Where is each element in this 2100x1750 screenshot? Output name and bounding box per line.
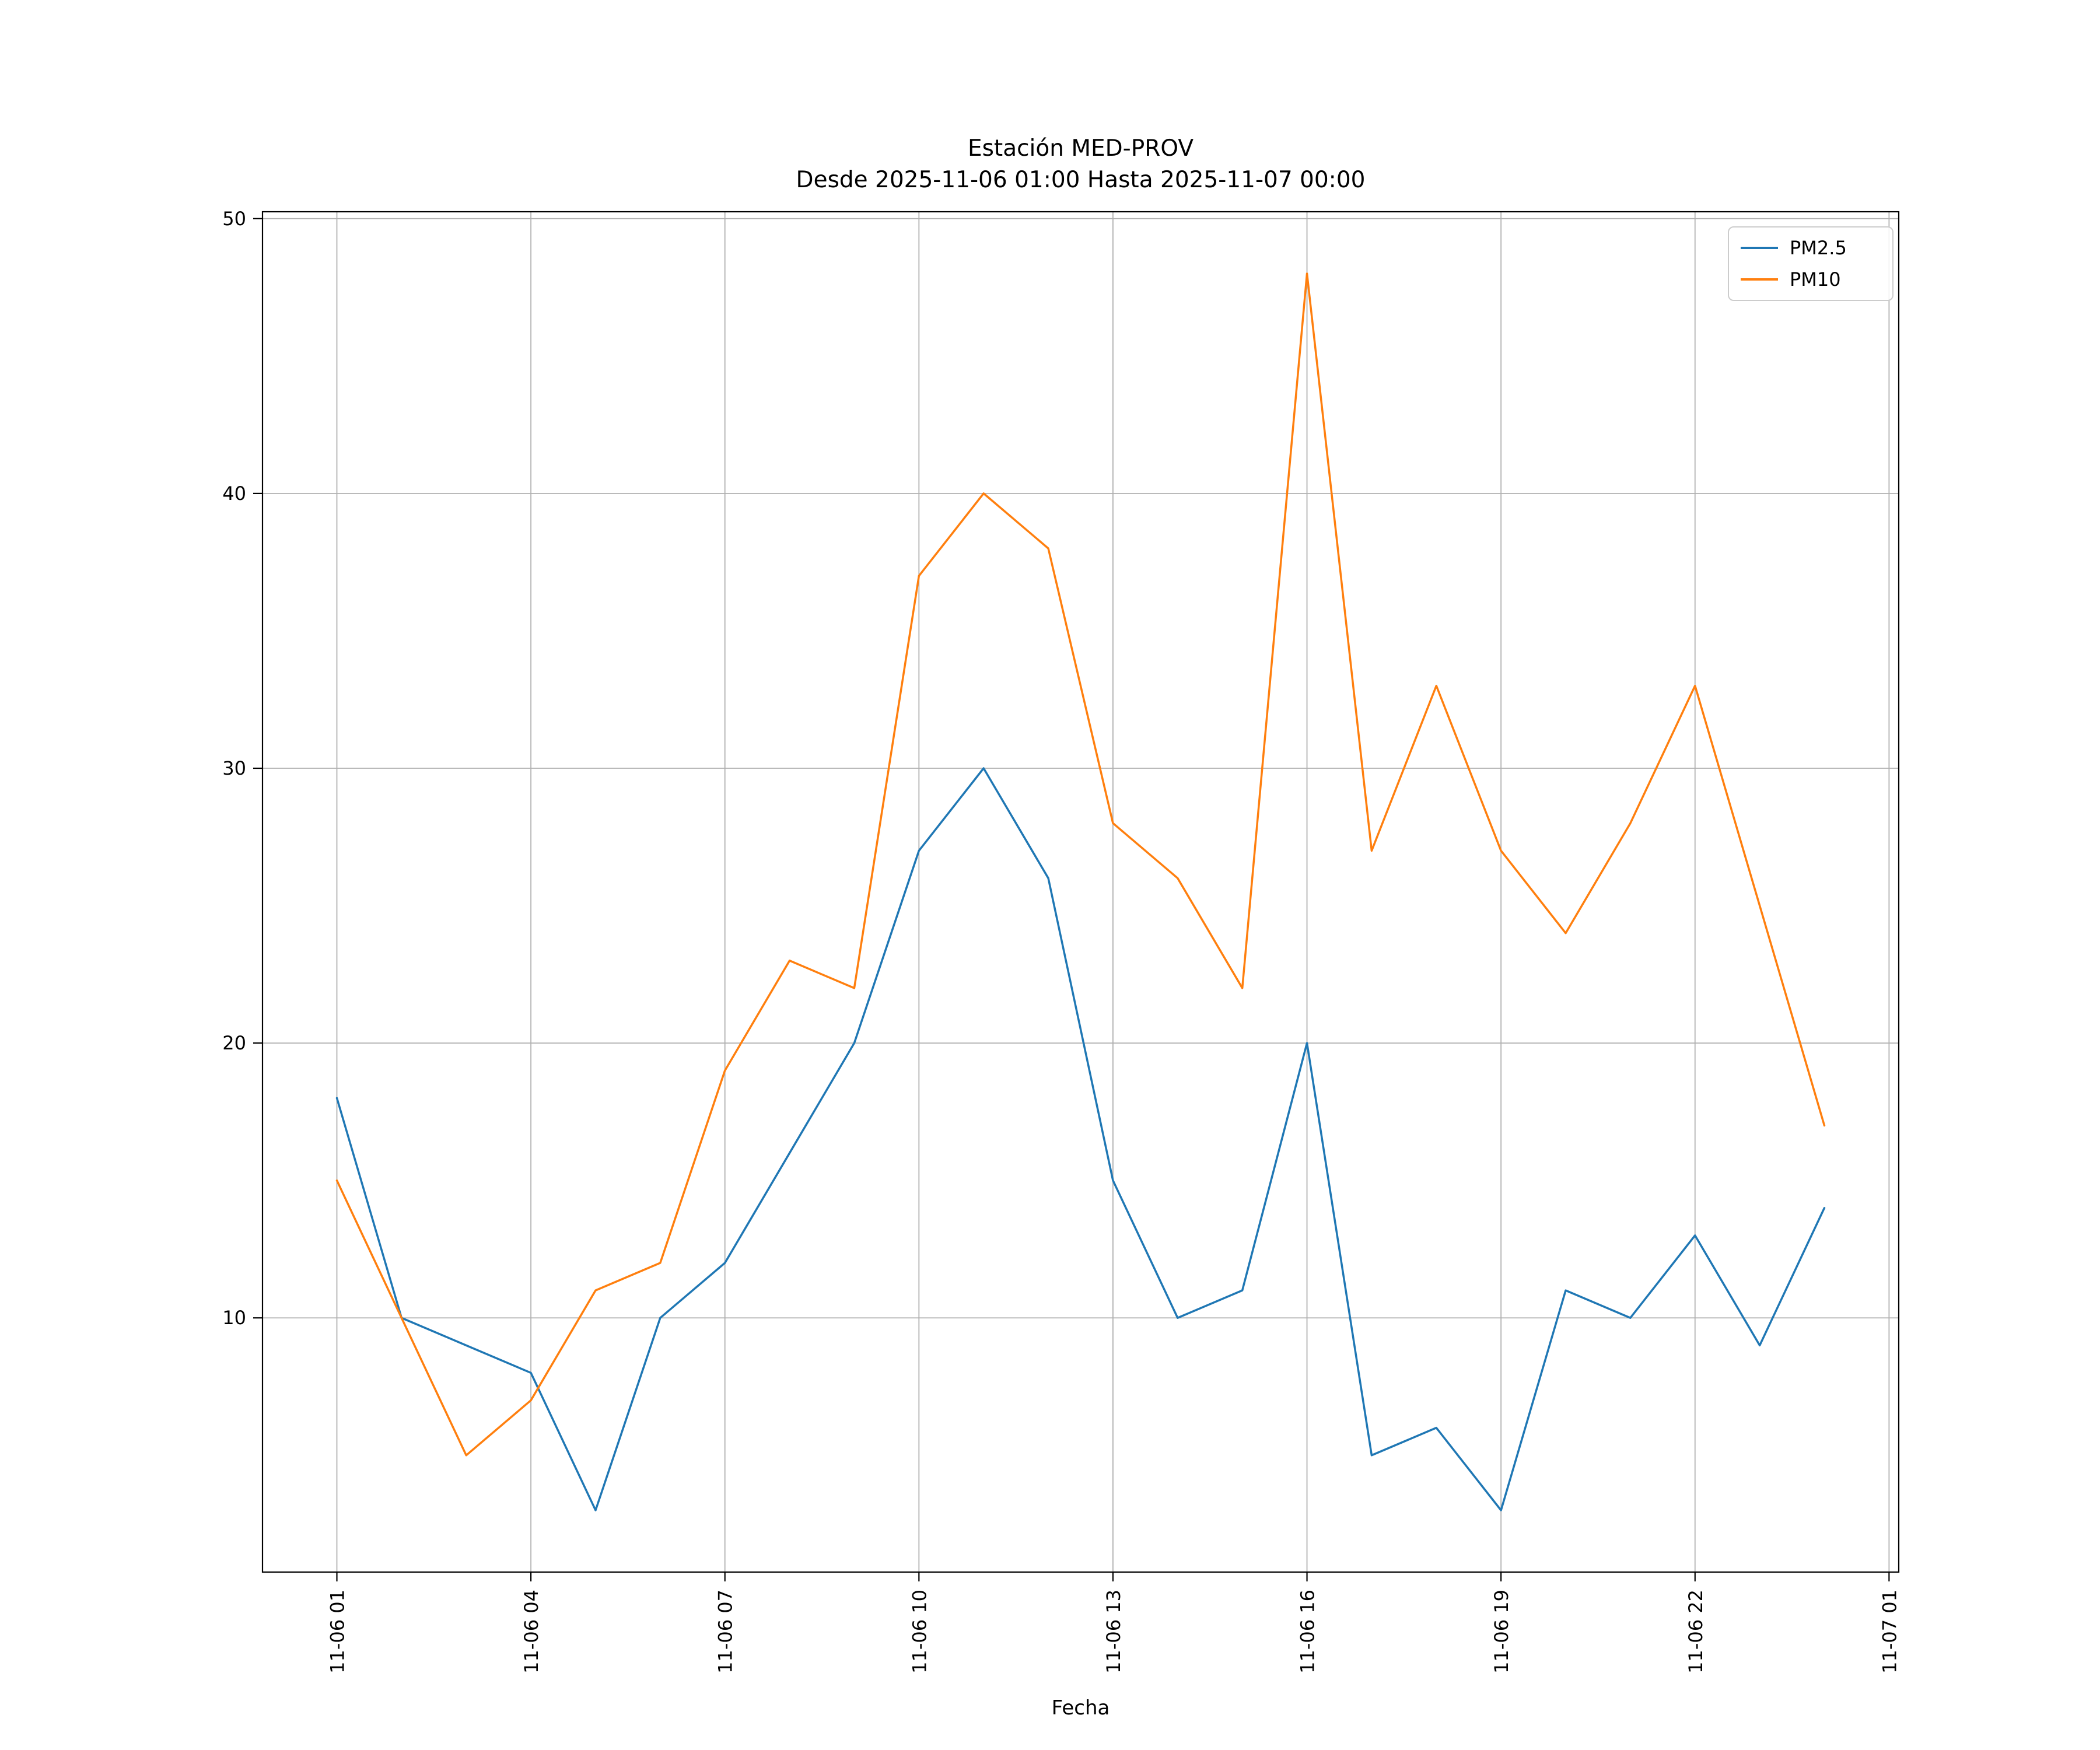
svg-text:11-06 19: 11-06 19: [1490, 1590, 1513, 1674]
svg-text:11-06 22: 11-06 22: [1685, 1590, 1707, 1674]
svg-text:11-06 07: 11-06 07: [715, 1590, 737, 1674]
legend: PM2.5 PM10: [1728, 226, 1894, 301]
svg-text:20: 20: [222, 1032, 246, 1054]
svg-text:11-06 10: 11-06 10: [908, 1590, 930, 1674]
pm10-line-swatch: [1741, 278, 1778, 281]
svg-text:50: 50: [222, 208, 246, 230]
svg-text:11-06 04: 11-06 04: [520, 1590, 542, 1674]
svg-text:11-06 01: 11-06 01: [327, 1590, 349, 1674]
svg-text:10: 10: [222, 1307, 246, 1329]
legend-item-pm25: PM2.5: [1741, 236, 1881, 260]
x-axis-label: Fecha: [1051, 1696, 1110, 1720]
svg-text:40: 40: [222, 482, 246, 505]
legend-label-pm10: PM10: [1790, 268, 1841, 290]
svg-text:30: 30: [222, 757, 246, 779]
chart-subtitle: Desde 2025-11-06 01:00 Hasta 2025-11-07 …: [796, 167, 1366, 193]
chart-title-block: Estación MED-PROV Desde 2025-11-06 01:00…: [262, 133, 1899, 196]
legend-item-pm10: PM10: [1741, 267, 1881, 292]
chart-title: Estación MED-PROV: [967, 135, 1194, 162]
svg-text:11-07 01: 11-07 01: [1878, 1590, 1901, 1674]
legend-label-pm25: PM2.5: [1790, 237, 1847, 259]
pm25-line-swatch: [1741, 247, 1778, 249]
svg-text:11-06 13: 11-06 13: [1102, 1590, 1125, 1674]
svg-text:11-06 16: 11-06 16: [1297, 1590, 1319, 1674]
